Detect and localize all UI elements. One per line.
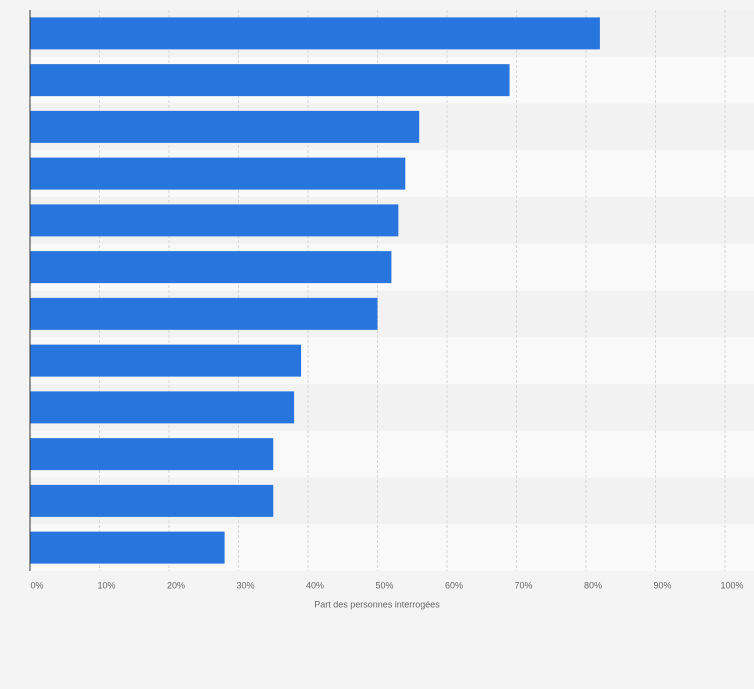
bar (30, 297, 378, 330)
x-tick-label: 90% (653, 580, 671, 590)
bar (30, 64, 510, 97)
x-tick-label: 80% (584, 580, 602, 590)
x-tick-label: 50% (375, 580, 393, 590)
x-tick-label: 20% (167, 580, 185, 590)
x-tick-label: 70% (514, 580, 532, 590)
bar (30, 391, 295, 424)
bar (30, 110, 420, 143)
x-tick-label: 0% (30, 580, 43, 590)
x-tick-label: 100% (720, 580, 743, 590)
bar (30, 204, 399, 237)
x-tick-label: 30% (236, 580, 254, 590)
bar (30, 157, 406, 190)
bar (30, 531, 225, 564)
bar (30, 251, 392, 284)
x-tick-label: 40% (306, 580, 324, 590)
bar (30, 17, 600, 50)
bar (30, 344, 302, 377)
bar (30, 438, 274, 471)
x-axis-label: Part des personnes interrogées (314, 599, 440, 609)
x-tick-label: 10% (97, 580, 115, 590)
bar (30, 484, 274, 517)
x-tick-label: 60% (445, 580, 463, 590)
